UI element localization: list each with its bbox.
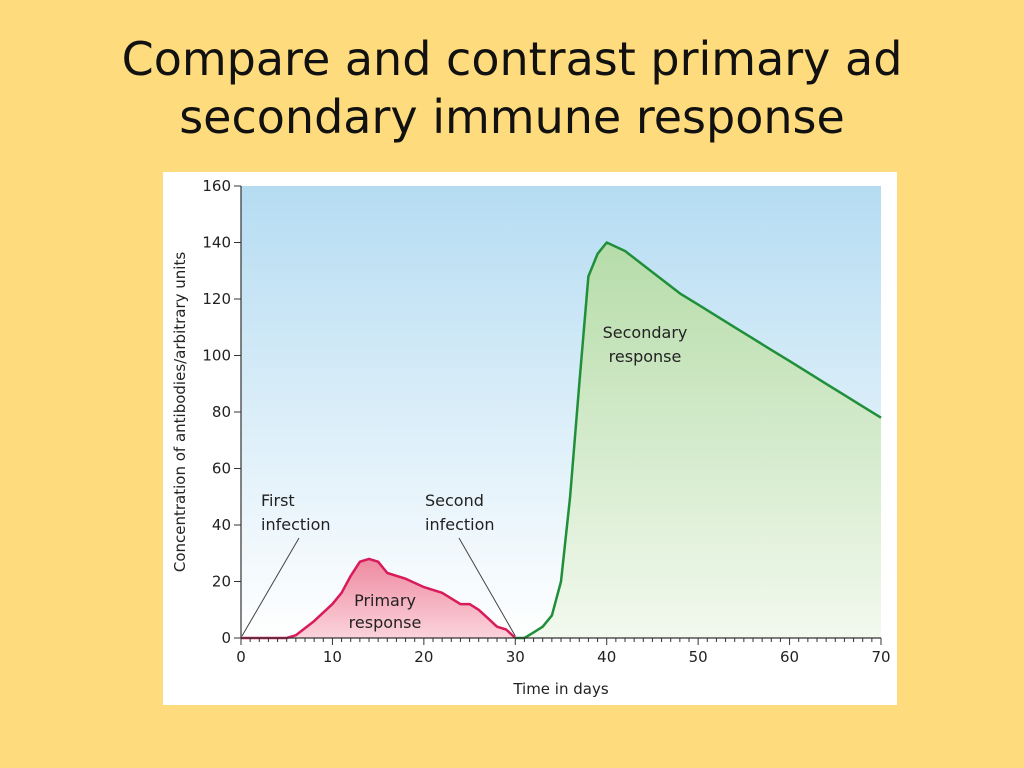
second-infection-label-line-2: infection xyxy=(425,515,495,534)
y-tick-label: 160 xyxy=(202,177,231,195)
first-infection-pointer xyxy=(241,537,300,637)
second-infection-annotation: Second infection xyxy=(425,491,516,637)
y-tick-label: 100 xyxy=(202,347,231,365)
second-infection-label-line-1: Second xyxy=(425,491,484,510)
x-tick-label: 70 xyxy=(871,648,890,666)
chart-figure: 0 10 20 30 40 50 60 70 0 20 40 60 80 100 120 140 160 Tim… xyxy=(163,172,897,705)
y-axis-label: Concentration of antibodies/arbitrary un… xyxy=(171,252,189,573)
x-tick-label: 20 xyxy=(414,648,433,666)
primary-response-area xyxy=(241,558,516,638)
x-tick-label: 60 xyxy=(780,648,799,666)
secondary-response-label: Secondary response xyxy=(603,323,688,366)
y-tick-label: 20 xyxy=(212,573,231,591)
x-tick-label: 40 xyxy=(597,648,616,666)
secondary-response-area xyxy=(515,242,881,638)
primary-response-line xyxy=(241,557,517,640)
y-tick-label: 0 xyxy=(221,629,231,647)
second-infection-pointer xyxy=(458,537,516,637)
y-tick-label: 120 xyxy=(202,290,231,308)
slide-title-line-2: secondary immune response xyxy=(179,90,845,144)
x-axis-label: Time in days xyxy=(512,680,609,698)
first-infection-label-line-2: infection xyxy=(261,515,331,534)
primary-response-label-line-1: Primary xyxy=(354,591,416,610)
secondary-response-line xyxy=(515,241,882,640)
y-tick-label: 60 xyxy=(212,460,231,478)
x-tick-label: 0 xyxy=(236,648,246,666)
first-infection-label-line-1: First xyxy=(261,491,295,510)
y-tick-label: 80 xyxy=(212,403,231,421)
secondary-response-label-line-1: Secondary xyxy=(603,323,688,342)
x-tick-label: 30 xyxy=(506,648,525,666)
x-tick-label: 50 xyxy=(689,648,708,666)
secondary-response-label-line-2: response xyxy=(609,347,682,366)
y-tick-label: 140 xyxy=(202,234,231,252)
primary-response-label-line-2: response xyxy=(349,613,422,632)
primary-response-label: Primary response xyxy=(349,591,422,632)
immune-response-chart: 0 10 20 30 40 50 60 70 0 20 40 60 80 100 120 140 160 Tim… xyxy=(171,177,891,698)
first-infection-annotation: First infection xyxy=(241,491,331,637)
x-tick-label: 10 xyxy=(323,648,342,666)
slide-title: Compare and contrast primary ad secondar… xyxy=(0,30,1024,146)
slide-title-line-1: Compare and contrast primary ad xyxy=(121,32,903,86)
y-tick-label: 40 xyxy=(212,516,231,534)
